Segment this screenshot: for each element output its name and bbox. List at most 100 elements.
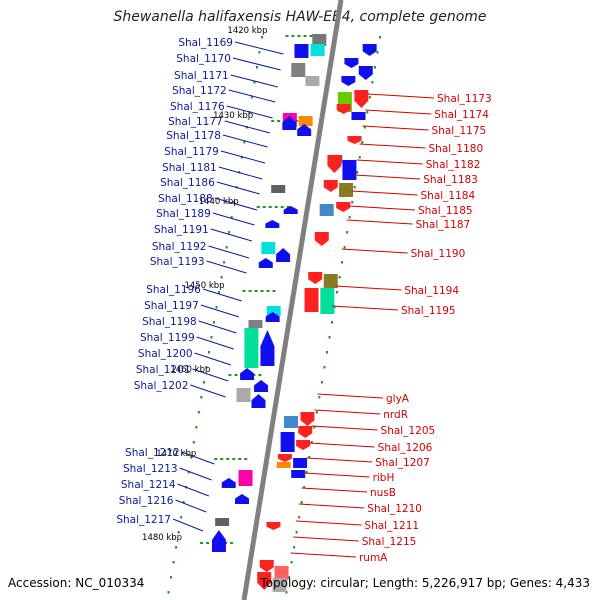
gene-feature-box	[293, 458, 308, 468]
gene-feature-arrow	[265, 220, 280, 228]
gene-leader-line	[362, 125, 429, 131]
tick-mark	[373, 66, 376, 69]
gene-leader-line	[290, 552, 357, 558]
gene-leader-line	[214, 197, 258, 211]
gene-label-right: Shal_1190	[411, 248, 466, 260]
gene-feature-arrow	[354, 90, 369, 108]
gene-leader-line	[177, 483, 210, 497]
gene-label-left: Shal_1214	[121, 479, 176, 491]
gene-feature-arrow	[265, 312, 280, 322]
tick-mark	[180, 516, 183, 519]
gene-feature-arrow	[300, 412, 315, 426]
tick-mark	[288, 576, 291, 579]
tick-mark	[325, 351, 328, 354]
gene-leader-line	[317, 393, 384, 399]
gene-leader-line	[192, 368, 229, 382]
gene-label-left: Shal_1170	[176, 53, 231, 65]
gene-feature-arrow	[327, 155, 342, 173]
tick-mark	[310, 441, 313, 444]
tick-mark	[243, 141, 246, 144]
gene-leader-line	[365, 109, 432, 115]
accession-label: Accession: NC_010334	[8, 576, 145, 590]
tick-mark	[177, 531, 180, 534]
tick-mark	[253, 81, 256, 84]
tick-mark	[293, 546, 296, 549]
gene-label-right: Shal_1195	[401, 305, 456, 317]
gene-feature-box	[236, 388, 251, 402]
gene-label-left: Shal_1197	[144, 300, 199, 312]
gene-leader-line	[234, 41, 284, 55]
gene-label-left: Shal_1181	[162, 162, 217, 174]
tick-mark	[308, 456, 311, 459]
gene-label-right: Shal_1182	[426, 159, 481, 171]
gene-feature-box	[291, 63, 306, 77]
gene-label-right: ribH	[373, 472, 395, 484]
gene-label-left: Shal_1179	[164, 146, 219, 158]
gene-feature-arrow	[235, 494, 250, 504]
tick-mark	[170, 576, 173, 579]
gene-leader-line	[190, 384, 226, 398]
gene-feature-box	[304, 288, 319, 312]
tick-mark	[210, 336, 213, 339]
gene-label-left: Shal_1196	[146, 284, 201, 296]
scale-label: 1450 kbp	[184, 281, 224, 291]
tick-mark	[195, 426, 198, 429]
tick-mark	[258, 51, 261, 54]
scale-label: 1430 kbp	[213, 111, 253, 121]
gene-label-right: Shal_1215	[362, 536, 417, 548]
gene-leader-line	[210, 228, 252, 242]
gene-feature-box	[291, 470, 306, 478]
gene-feature-arrow	[341, 76, 356, 86]
tick-mark	[328, 336, 331, 339]
gene-label-left: Shal_1216	[119, 495, 174, 507]
tick-mark	[192, 441, 195, 444]
gene-leader-line	[212, 212, 255, 226]
gene-leader-line	[198, 320, 237, 334]
tick-mark	[285, 591, 288, 594]
gene-label-right: Shal_1185	[418, 205, 473, 217]
gene-feature-arrow	[336, 104, 351, 114]
gene-feature-box	[266, 306, 281, 316]
gene-label-right: rumA	[359, 552, 388, 564]
tick-mark	[330, 321, 333, 324]
gene-feature-box	[294, 44, 309, 58]
gene-feature-arrow	[257, 572, 272, 590]
gene-label-right: Shal_1211	[364, 520, 419, 532]
gene-label-left: Shal_1193	[150, 256, 205, 268]
gene-label-left: Shal_1213	[123, 463, 178, 475]
gene-label-right: Shal_1187	[416, 219, 471, 231]
tick-mark	[368, 96, 371, 99]
gene-feature-arrow	[254, 380, 269, 392]
genome-backbone	[241, 0, 344, 600]
tick-mark	[212, 321, 215, 324]
tick-mark	[255, 66, 258, 69]
gene-feature-arrow	[282, 116, 297, 130]
gene-leader-line	[346, 219, 413, 225]
gene-leader-line	[309, 442, 375, 448]
gene-leader-line	[367, 93, 435, 99]
gene-leader-line	[304, 472, 370, 478]
gene-label-left: Shal_1171	[174, 70, 229, 82]
gene-label-right: Shal_1194	[404, 285, 459, 297]
tick-mark	[228, 231, 231, 234]
tick-mark	[346, 231, 349, 234]
tick-mark	[363, 126, 366, 129]
tick-mark	[305, 471, 308, 474]
gene-feature-arrow	[296, 440, 311, 450]
gene-leader-line	[181, 451, 215, 465]
gene-feature-arrow	[347, 136, 362, 144]
gene-label-left: Shal_1200	[138, 348, 193, 360]
gene-feature-arrow	[308, 272, 323, 284]
gene-leader-line	[220, 150, 266, 164]
gene-leader-line	[301, 487, 368, 493]
gene-leader-line	[172, 518, 204, 532]
gene-leader-line	[175, 499, 207, 513]
gene-feature-box	[215, 518, 230, 526]
gene-leader-line	[200, 304, 240, 318]
tick-mark	[320, 381, 323, 384]
gene-label-right: Shal_1210	[367, 503, 422, 515]
gene-feature-box	[305, 76, 320, 86]
gene-leader-line	[298, 503, 365, 509]
gene-leader-line	[293, 536, 359, 542]
tick-mark	[220, 276, 223, 279]
